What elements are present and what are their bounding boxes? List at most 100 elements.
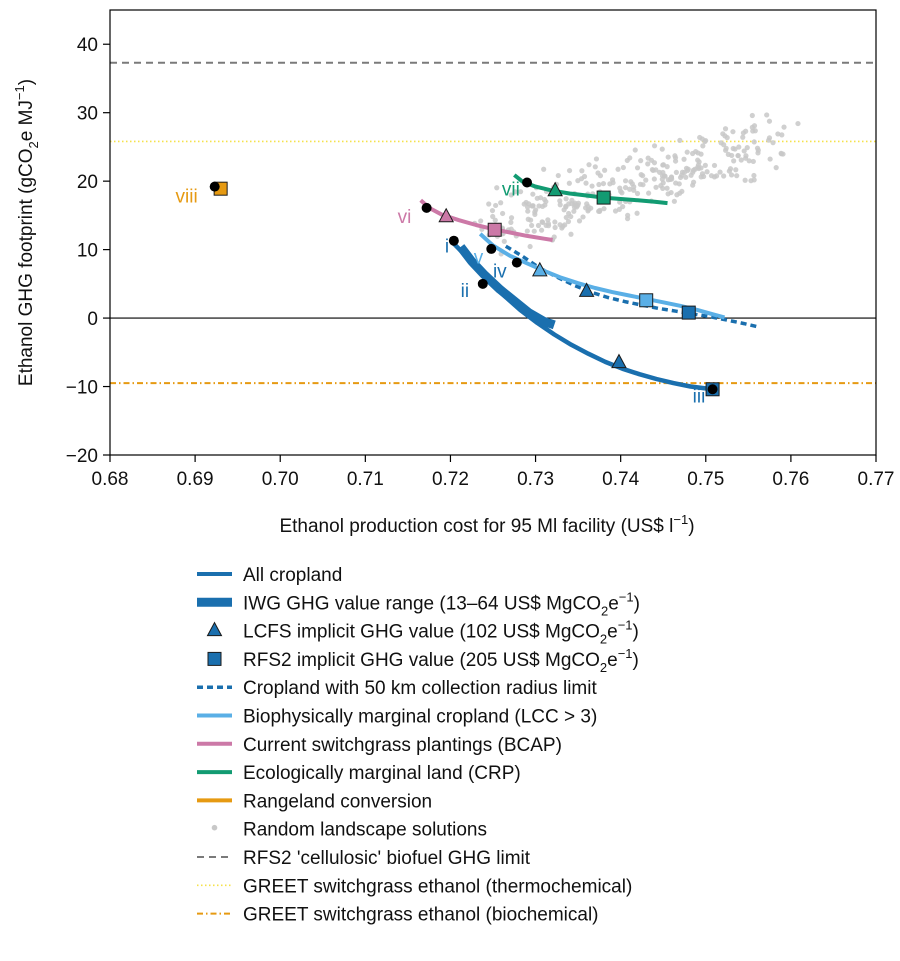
random-solution-point (566, 201, 572, 207)
random-solution-point (708, 173, 715, 179)
y-tick-label: −20 (66, 446, 98, 467)
random-solution-point (486, 201, 492, 207)
random-solution-point (612, 208, 619, 214)
random-solution-point (568, 231, 574, 237)
random-solution-point (677, 137, 683, 143)
y-tick-label: 40 (77, 35, 98, 56)
random-solution-point (529, 203, 535, 209)
random-solution-point (500, 210, 506, 217)
random-solution-point (704, 169, 710, 175)
random-solution-point (619, 190, 625, 196)
random-solution-point (589, 183, 595, 189)
random-solution-point (751, 172, 757, 179)
x-tick-label: 0.74 (602, 469, 639, 490)
annotation-label: v (474, 247, 484, 268)
random-solution-point (525, 208, 531, 214)
random-solution-point (555, 172, 561, 179)
random-solution-point (717, 169, 723, 175)
random-solution-point (538, 227, 545, 233)
x-tick-label: 0.69 (177, 469, 214, 490)
random-solution-point (628, 179, 634, 185)
random-solution-point (702, 162, 708, 168)
random-solution-point (524, 228, 530, 234)
legend-item: GREET switchgrass ethanol (biochemical) (197, 905, 599, 926)
legend-item: IWG GHG value range (13–64 US$ MgCO2e−1) (197, 589, 640, 618)
random-solution-point (651, 176, 657, 182)
lcfs-triangle-marker (611, 353, 627, 369)
legend-label: Biophysically marginal cropland (LCC > 3… (243, 707, 597, 728)
random-solution-point (638, 158, 644, 164)
random-solution-point (494, 185, 500, 191)
random-solution-point (685, 166, 691, 172)
random-solution-point (679, 188, 685, 195)
legend-item: Rangeland conversion (197, 791, 432, 812)
annotation-label: iii (693, 386, 706, 407)
random-solution-point (743, 153, 749, 159)
random-solution-point (673, 169, 679, 175)
legend-label: Rangeland conversion (243, 791, 432, 812)
random-solution-point (622, 184, 629, 191)
legend-label: Random landscape solutions (243, 820, 487, 841)
solution-point-marker (209, 181, 220, 192)
random-solution-point (528, 217, 534, 223)
random-solution-point (690, 150, 696, 157)
y-tick-label: 10 (77, 241, 98, 262)
random-cloud (472, 112, 801, 257)
random-solution-point (586, 162, 592, 168)
random-solution-point (492, 217, 498, 223)
solution-point-marker (477, 278, 488, 289)
x-tick-label: 0.77 (858, 469, 895, 490)
random-solution-point (501, 238, 507, 244)
legend-label: Current switchgrass plantings (BCAP) (243, 735, 562, 756)
lcfs-triangle-marker (438, 207, 455, 223)
random-solution-point (653, 167, 659, 173)
annotation-label: iv (493, 262, 507, 283)
random-solution-point (512, 189, 518, 195)
random-solution-point (632, 147, 638, 153)
random-solution-point (672, 155, 679, 161)
rfs2-square-marker (487, 222, 502, 237)
random-solution-point (592, 164, 598, 170)
random-solution-point (725, 151, 731, 157)
random-solution-point (751, 139, 757, 145)
y-tick-label: 0 (87, 309, 98, 330)
random-solution-point (527, 243, 533, 250)
random-solution-point (732, 146, 738, 152)
axes: 0.68 0.69 0.70 0.71 0.72 0.73 0.74 0.75 0.76 0.77… (12, 9, 895, 537)
random-solution-point (640, 173, 646, 179)
random-solution-point (524, 204, 531, 210)
random-solution-point (580, 214, 586, 220)
random-solution-point (539, 203, 546, 210)
random-solution-point (557, 198, 563, 204)
random-solution-point (634, 190, 641, 197)
random-solution-point (583, 180, 589, 186)
rfs2-square-marker (639, 293, 654, 308)
random-solution-point (569, 197, 575, 203)
random-solution-point (690, 179, 697, 185)
random-solution-point (698, 151, 704, 157)
random-solution-point (700, 143, 706, 149)
random-solution-point (770, 140, 776, 146)
random-solution-point (651, 160, 658, 166)
random-solution-point (746, 158, 752, 164)
random-solution-point (593, 156, 600, 162)
random-solution-point (749, 112, 755, 119)
random-solution-point (557, 202, 563, 208)
random-solution-point (669, 176, 675, 182)
random-solution-point (498, 200, 504, 206)
lcfs-triangle-marker (531, 261, 548, 277)
rfs2-square-marker (681, 305, 696, 320)
y-tick-label: −10 (66, 378, 98, 399)
y-axis-title: Ethanol GHG footprint (gCO2e MJ−1) (12, 79, 41, 386)
solution-point-marker (421, 202, 432, 213)
random-solution-point (659, 146, 665, 152)
random-solution-point (735, 153, 741, 159)
random-solution-point (679, 169, 686, 175)
random-solution-point (533, 207, 539, 213)
annotation-label: viii (176, 186, 198, 207)
x-axis-title: Ethanol production cost for 95 Ml facili… (279, 512, 694, 537)
random-solution-point (535, 222, 542, 229)
random-solution-point (781, 124, 787, 130)
random-solution-point (677, 174, 684, 181)
random-solution-point (754, 145, 761, 151)
